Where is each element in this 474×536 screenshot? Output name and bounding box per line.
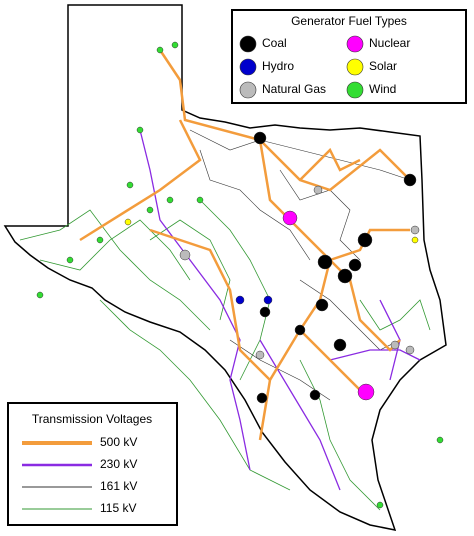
fuel-swatch: [346, 35, 364, 53]
voltage-label: 500 kV: [100, 435, 137, 449]
lines-230kv: [139, 129, 421, 491]
voltage-label: 115 kV: [100, 501, 136, 515]
fuel-swatch: [239, 81, 257, 99]
fuel-label: Coal: [262, 36, 287, 50]
voltage-label: 230 kV: [100, 457, 137, 471]
fuel-swatch: [239, 58, 257, 76]
fuel-swatch: [239, 35, 257, 53]
fuel-label: Nuclear: [369, 36, 410, 50]
voltage-label: 161 kV: [100, 479, 137, 493]
voltage-legend-title: Transmission Voltages: [32, 412, 152, 426]
fuel-label: Hydro: [262, 59, 294, 73]
fuel-swatch: [346, 58, 364, 76]
texas-outline: [3, 4, 447, 531]
fuel-label: Natural Gas: [262, 82, 326, 96]
fuel-legend-title: Generator Fuel Types: [291, 14, 407, 28]
fuel-label: Wind: [369, 82, 396, 96]
fuel-swatch: [346, 81, 364, 99]
generators: [36, 41, 444, 509]
fuel-label: Solar: [369, 59, 397, 73]
